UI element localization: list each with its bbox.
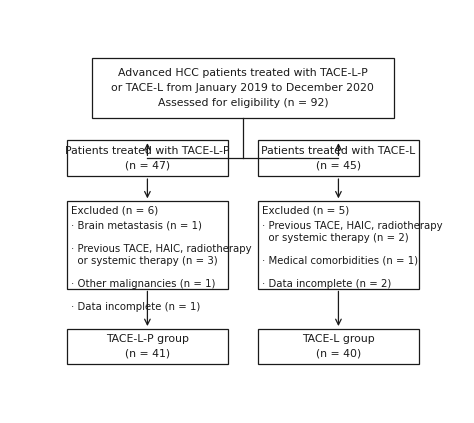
Text: · Previous TACE, HAIC, radiotherapy
  or systemic therapy (n = 3): · Previous TACE, HAIC, radiotherapy or s…	[71, 244, 252, 266]
Text: Patients treated with TACE-L
(n = 45): Patients treated with TACE-L (n = 45)	[261, 146, 416, 170]
Text: Advanced HCC patients treated with TACE-L-P
or TACE-L from January 2019 to Decem: Advanced HCC patients treated with TACE-…	[111, 68, 374, 108]
Bar	[258, 140, 419, 176]
Bar	[66, 201, 228, 288]
Text: · Data incomplete (n = 1): · Data incomplete (n = 1)	[71, 302, 201, 312]
Text: Excluded (n = 5): Excluded (n = 5)	[262, 206, 349, 216]
Text: · Medical comorbidities (n = 1): · Medical comorbidities (n = 1)	[262, 256, 418, 266]
Text: TACE-L group
(n = 40): TACE-L group (n = 40)	[302, 334, 375, 359]
Bar	[66, 140, 228, 176]
Text: Patients treated with TACE-L-P
(n = 47): Patients treated with TACE-L-P (n = 47)	[65, 146, 230, 170]
Bar	[258, 201, 419, 288]
Text: · Previous TACE, HAIC, radiotherapy
  or systemic therapy (n = 2): · Previous TACE, HAIC, radiotherapy or s…	[262, 221, 443, 244]
Text: Excluded (n = 6): Excluded (n = 6)	[71, 206, 158, 216]
Text: TACE-L-P group
(n = 41): TACE-L-P group (n = 41)	[106, 334, 189, 359]
Bar	[258, 329, 419, 364]
Text: · Other malignancies (n = 1): · Other malignancies (n = 1)	[71, 279, 216, 289]
Text: · Brain metastasis (n = 1): · Brain metastasis (n = 1)	[71, 221, 202, 231]
Bar	[66, 329, 228, 364]
Text: · Data incomplete (n = 2): · Data incomplete (n = 2)	[262, 279, 392, 289]
Bar	[92, 58, 393, 118]
